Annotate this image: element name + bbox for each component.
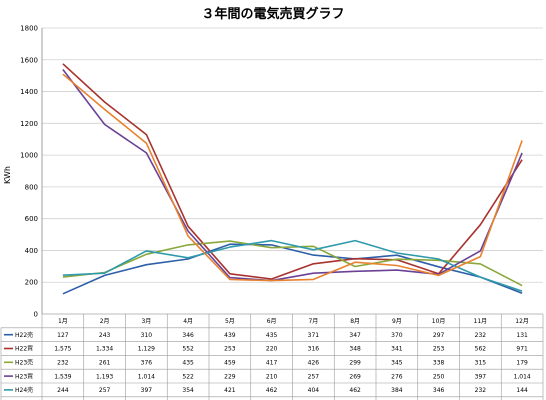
y-tick-label: 800 — [25, 183, 38, 191]
data-label: 229 — [224, 373, 236, 380]
data-label: 552 — [182, 346, 194, 353]
data-label: 276 — [391, 373, 403, 380]
series-line-1 — [62, 243, 523, 295]
legend-label-1: H22売 — [15, 331, 33, 339]
x-tick-label: 11月 — [474, 318, 488, 325]
y-tick-label: 600 — [25, 215, 38, 223]
y-tick-label: 1600 — [20, 56, 38, 64]
data-label: 346 — [182, 332, 194, 339]
data-label: 299 — [349, 360, 361, 367]
data-label: 1,014 — [514, 373, 531, 380]
data-label: 232 — [475, 332, 487, 339]
y-tick-label: 0 — [34, 311, 38, 319]
y-tick-label: 1200 — [20, 120, 38, 128]
legend-label-3: H23売 — [15, 359, 33, 367]
y-tick-label: 400 — [25, 247, 38, 255]
data-label: 522 — [182, 373, 194, 380]
legend-label-4: H23買 — [15, 373, 33, 380]
y-axis-label: KWh — [3, 166, 12, 184]
data-label: 261 — [99, 360, 111, 367]
data-label: 341 — [391, 346, 403, 353]
y-tick-label: 200 — [25, 279, 38, 287]
data-label: 371 — [308, 332, 320, 339]
data-label: 354 — [182, 387, 194, 394]
data-label: 220 — [266, 346, 278, 353]
x-tick-label: 4月 — [183, 318, 193, 325]
data-label: 435 — [182, 360, 194, 367]
x-tick-label: 9月 — [392, 318, 402, 325]
data-label: 297 — [433, 332, 445, 339]
data-label: 1,193 — [96, 373, 113, 380]
data-label: 316 — [308, 346, 320, 353]
data-label: 462 — [266, 387, 278, 394]
x-tick-label: 6月 — [267, 318, 277, 325]
y-tick-label: 1000 — [20, 152, 38, 160]
data-label: 250 — [433, 373, 445, 380]
data-label: 338 — [433, 360, 445, 367]
x-tick-label: 1月 — [58, 318, 68, 325]
x-tick-label: 7月 — [308, 318, 318, 325]
data-label: 257 — [308, 373, 320, 380]
y-tick-label: 1400 — [20, 88, 38, 96]
data-label: 435 — [266, 332, 278, 339]
data-label: 210 — [266, 373, 278, 380]
data-label: 376 — [141, 360, 153, 367]
data-label: 232 — [475, 387, 487, 394]
data-label: 345 — [391, 360, 403, 367]
data-label: 131 — [516, 332, 528, 339]
data-label: 346 — [433, 387, 445, 394]
data-label: 370 — [391, 332, 403, 339]
series-line-4 — [62, 69, 523, 282]
data-label: 253 — [224, 346, 236, 353]
legend-label-2: H22買 — [15, 346, 33, 353]
data-label: 1,014 — [138, 373, 155, 380]
data-label: 384 — [391, 387, 403, 394]
x-tick-label: 10月 — [432, 318, 446, 325]
data-label: 348 — [349, 346, 361, 353]
data-label: 1,129 — [138, 346, 155, 353]
x-tick-label: 5月 — [225, 318, 235, 325]
data-label: 243 — [99, 332, 111, 339]
series-line-6 — [62, 73, 523, 282]
x-tick-label: 12月 — [515, 318, 529, 325]
data-label: 269 — [349, 373, 361, 380]
data-label: 310 — [141, 332, 153, 339]
y-tick-label: 1800 — [20, 25, 38, 33]
x-tick-label: 2月 — [100, 318, 110, 325]
data-label: 179 — [516, 360, 528, 367]
data-label: 253 — [433, 346, 445, 353]
x-tick-label: 8月 — [350, 318, 360, 325]
data-label: 439 — [224, 332, 236, 339]
data-label: 562 — [475, 346, 487, 353]
series-line-3 — [62, 240, 523, 287]
data-label: 971 — [516, 346, 528, 353]
legend-label-5: H24売 — [15, 386, 33, 394]
data-label: 397 — [475, 373, 487, 380]
data-label: 1,575 — [54, 346, 71, 353]
data-label: 462 — [349, 387, 361, 394]
series-line-5 — [62, 239, 523, 292]
data-label: 404 — [308, 387, 320, 394]
data-label: 144 — [516, 387, 528, 394]
chart-title: ３年間の電気売買グラフ — [201, 7, 345, 22]
data-label: 397 — [141, 387, 153, 394]
data-label: 232 — [57, 360, 69, 367]
data-label: 417 — [266, 360, 278, 367]
data-label: 127 — [57, 332, 69, 339]
series-line-2 — [62, 63, 523, 280]
data-label: 257 — [99, 387, 111, 394]
data-label: 1,539 — [54, 373, 71, 380]
data-label: 347 — [349, 332, 361, 339]
data-label: 421 — [224, 387, 236, 394]
data-label: 1,334 — [96, 346, 113, 353]
data-label: 426 — [308, 360, 320, 367]
data-label: 315 — [475, 360, 487, 367]
data-label: 459 — [224, 360, 236, 367]
data-label: 244 — [57, 387, 69, 394]
x-tick-label: 3月 — [141, 318, 151, 325]
